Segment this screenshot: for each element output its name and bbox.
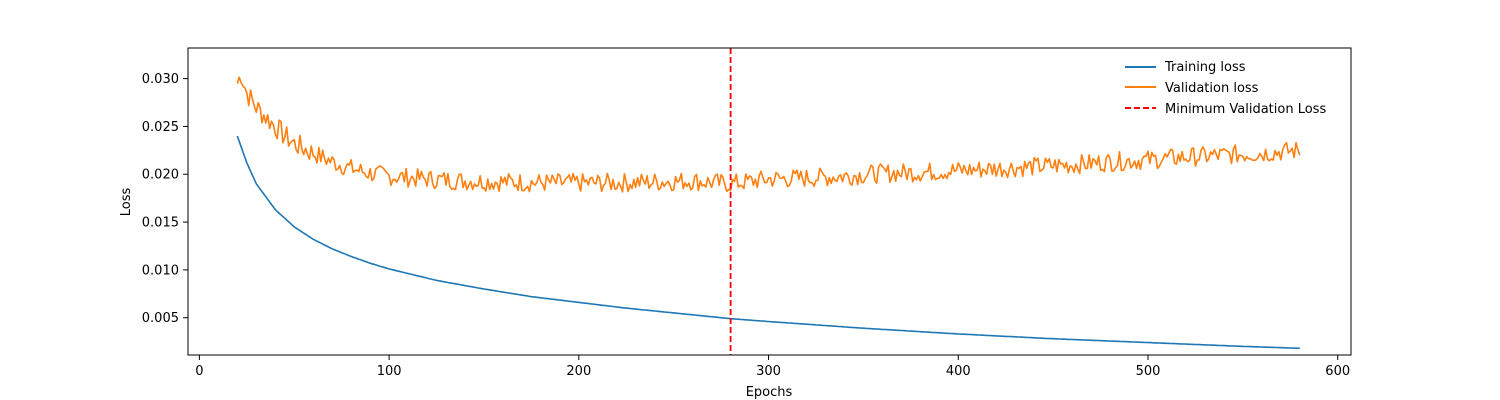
y-tick-label: 0.030: [142, 72, 179, 87]
legend-label-min-val: Minimum Validation Loss: [1165, 102, 1326, 117]
y-tick-label: 0.015: [142, 216, 179, 231]
x-tick-label: 200: [566, 364, 591, 379]
legend-label-training: Training loss: [1164, 60, 1246, 75]
legend-label-validation: Validation loss: [1165, 81, 1259, 96]
series-layer: [236, 76, 1301, 350]
training-loss-line: [236, 135, 1300, 350]
x-tick-label: 100: [377, 364, 402, 379]
x-axis-ticks: 0 100 200 300 400 500 600: [195, 355, 1350, 379]
x-tick-label: 0: [195, 364, 203, 379]
y-tick-label: 0.020: [142, 168, 179, 183]
x-axis-label: Epochs: [746, 385, 793, 400]
plot-frame: [187, 47, 1352, 356]
y-tick-label: 0.025: [142, 120, 179, 135]
y-axis-ticks: 0.005 0.010 0.015 0.020 0.025 0.030: [142, 72, 188, 326]
y-axis-label: Loss: [119, 188, 134, 217]
plot-area: [188, 48, 1351, 355]
x-tick-label: 500: [1136, 364, 1161, 379]
y-tick-label: 0.010: [142, 263, 179, 278]
x-tick-label: 400: [946, 364, 971, 379]
legend: Training loss Validation loss Minimum Va…: [1125, 60, 1326, 117]
y-tick-label: 0.005: [142, 311, 179, 326]
x-tick-label: 600: [1325, 364, 1350, 379]
x-tick-label: 300: [756, 364, 781, 379]
validation-loss-line: [236, 76, 1301, 193]
